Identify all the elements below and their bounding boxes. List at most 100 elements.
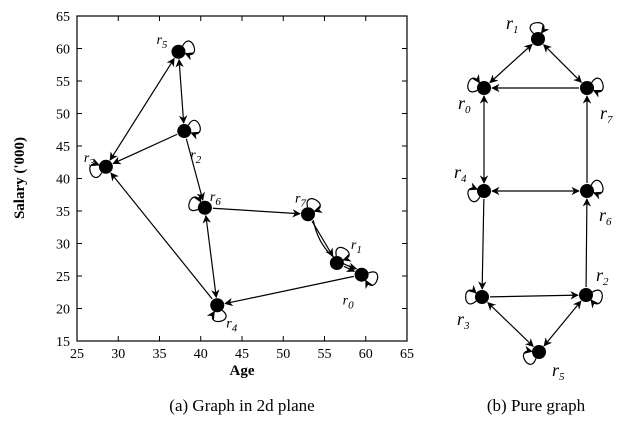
edge-r6-r4 <box>202 214 220 299</box>
node-label-base: r <box>156 33 162 48</box>
x-tick-label: 40 <box>194 347 208 362</box>
edge-r2-r6 <box>185 138 205 201</box>
x-tick-label: 65 <box>400 347 414 362</box>
node-label-r6: r6 <box>210 190 221 208</box>
panel-b-caption: (b) Pure graph <box>487 396 586 415</box>
panel-b-edges <box>478 43 592 348</box>
node-r3 <box>475 290 489 304</box>
panel-b-nodes <box>475 32 594 359</box>
panel-a-scatter-graph: 25 30 35 40 45 50 55 60 651520253035404550556065… <box>12 10 414 415</box>
node-label-subscript: 3 <box>463 320 470 332</box>
self-loop-r1 <box>529 22 550 35</box>
node-label-subscript: 4 <box>461 173 467 185</box>
node-r4 <box>210 298 225 313</box>
edge-r3-r5 <box>487 301 534 348</box>
edge-r5-r2 <box>543 300 582 347</box>
edge-r2-r6 <box>582 198 592 288</box>
node-label-r3: r3 <box>84 151 95 169</box>
self-loop-r6 <box>590 179 604 200</box>
node-label-subscript: 7 <box>300 197 306 209</box>
node-r3 <box>98 159 113 174</box>
self-loop-r5 <box>182 40 195 61</box>
y-tick-label: 65 <box>56 10 70 25</box>
node-r7 <box>580 81 594 95</box>
node-label-r5: r5 <box>552 360 565 383</box>
node-label-r2: r2 <box>190 148 201 166</box>
node-label-base: r <box>84 151 90 166</box>
node-label-r4: r4 <box>226 316 237 334</box>
node-label-r1: r1 <box>351 238 362 256</box>
node-label-subscript: 2 <box>196 154 202 166</box>
node-label-base: r <box>190 148 196 163</box>
node-label-subscript: 5 <box>559 371 565 383</box>
node-r6 <box>197 200 212 215</box>
self-loop-r4 <box>467 182 481 203</box>
edge-r2-r3 <box>112 133 178 165</box>
self-loop-r2 <box>187 119 201 140</box>
node-label-base: r <box>596 265 604 285</box>
y-tick-label: 60 <box>56 43 70 58</box>
y-tick-label: 45 <box>56 140 70 155</box>
edge-r3-r2 <box>489 291 579 300</box>
node-r5 <box>532 345 546 359</box>
panel-a-nodes <box>98 44 369 313</box>
y-tick-label: 30 <box>56 238 70 253</box>
self-loop-r3 <box>465 284 477 305</box>
node-label-base: r <box>458 93 466 113</box>
y-tick-label: 50 <box>56 108 70 123</box>
y-tick-label: 15 <box>56 335 70 350</box>
edge-r1-r7 <box>543 44 582 83</box>
x-tick-label: 25 <box>70 347 84 362</box>
x-axis-title: Age <box>230 363 255 379</box>
node-label-base: r <box>454 162 462 182</box>
node-label-base: r <box>343 294 349 309</box>
node-label-subscript: 7 <box>607 114 613 126</box>
node-label-base: r <box>506 13 514 33</box>
node-label-subscript: 0 <box>465 104 471 116</box>
edge-r5-r3 <box>109 57 175 161</box>
node-label-subscript: 1 <box>513 24 519 36</box>
node-label-subscript: 1 <box>356 244 362 256</box>
node-label-r5: r5 <box>156 33 167 51</box>
x-tick-label: 45 <box>235 347 249 362</box>
node-label-r6: r6 <box>599 205 612 228</box>
self-loop-r0 <box>365 271 379 290</box>
y-tick-label: 40 <box>56 173 70 188</box>
node-label-base: r <box>351 238 357 253</box>
self-loop-r6 <box>188 193 202 212</box>
node-label-base: r <box>226 316 232 331</box>
node-label-subscript: 2 <box>603 276 609 288</box>
node-r4 <box>477 184 491 198</box>
node-label-r7: r7 <box>600 103 613 126</box>
node-r2 <box>177 124 192 139</box>
self-loop-r7 <box>591 77 604 98</box>
y-tick-label: 20 <box>56 303 70 318</box>
node-label-r0: r0 <box>343 294 354 312</box>
edge-r6-r7 <box>212 207 301 218</box>
node-label-base: r <box>599 205 607 225</box>
y-axis-title: Salary ('000) <box>12 137 28 219</box>
node-label-r7: r7 <box>295 191 306 209</box>
node-label-r0: r0 <box>458 93 471 116</box>
x-tick-label: 35 <box>153 347 167 362</box>
edge-r5-r2 <box>175 58 188 124</box>
self-loop-r4 <box>206 309 227 323</box>
panel-a-self-loops <box>89 40 379 323</box>
self-loop-r1 <box>335 246 352 262</box>
plot-frame <box>76 15 408 342</box>
edge-r7-r0 <box>312 220 358 271</box>
node-label-base: r <box>295 191 301 206</box>
self-loop-r2 <box>590 289 603 309</box>
node-r5 <box>171 44 186 59</box>
panel-a-edges <box>109 57 358 307</box>
node-label-base: r <box>210 190 216 205</box>
node-label-r2: r2 <box>596 265 609 288</box>
self-loop-r7 <box>306 198 323 213</box>
node-r2 <box>579 288 593 302</box>
y-tick-label: 35 <box>56 205 70 220</box>
node-label-subscript: 6 <box>606 216 612 228</box>
node-r1 <box>329 256 344 270</box>
